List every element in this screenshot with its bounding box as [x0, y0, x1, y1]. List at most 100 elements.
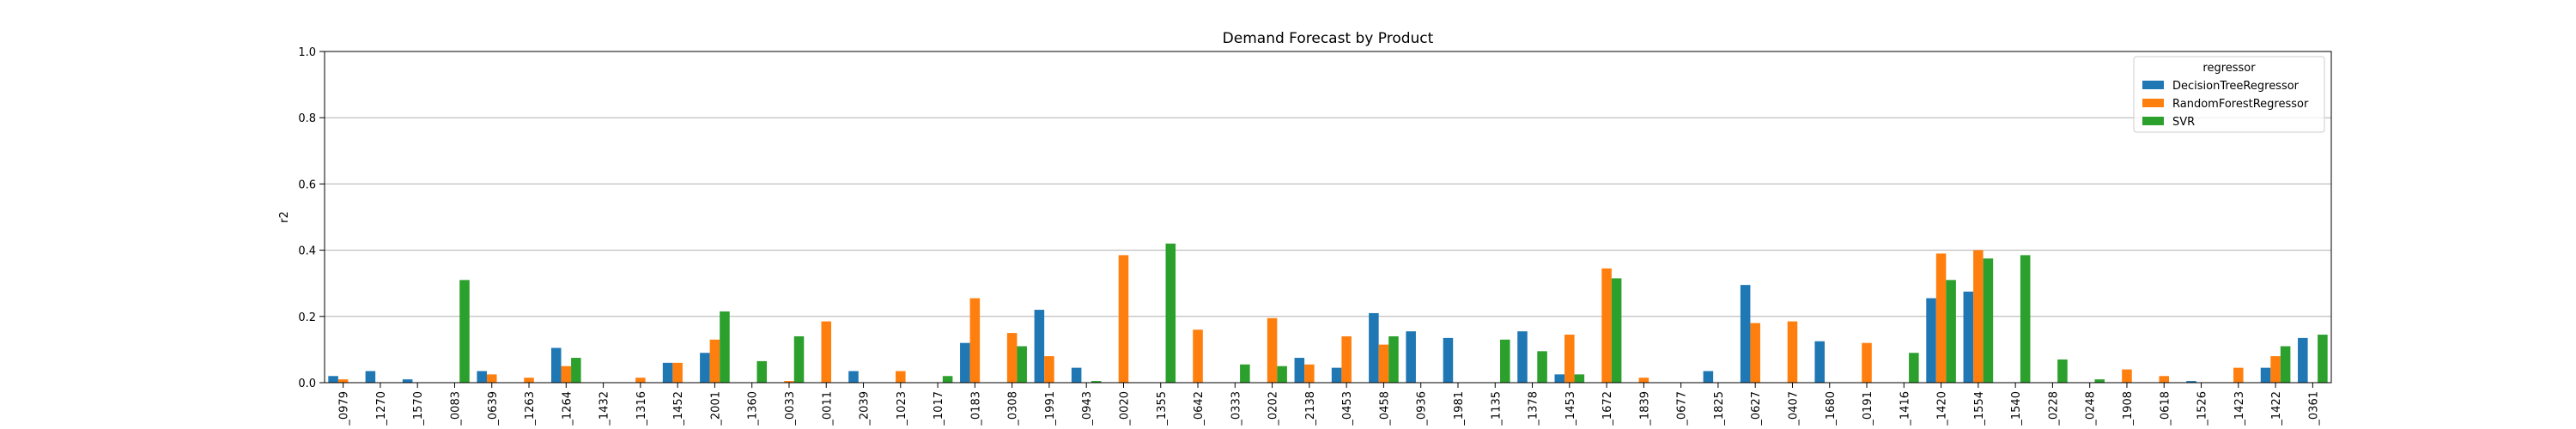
- plot-frame: [324, 51, 2332, 384]
- x-tick-label: _0936: [1416, 391, 1429, 426]
- x-tick-label: _0458: [1378, 391, 1391, 426]
- y-tick-label: 0.2: [298, 311, 316, 324]
- bar-RandomForestRegressor-_1422: [2270, 356, 2281, 383]
- bar-DecisionTreeRegressor-_1991: [1034, 310, 1045, 383]
- bar-DecisionTreeRegressor-_0936: [1406, 331, 1416, 383]
- bar-SVR-_0228: [2057, 359, 2068, 383]
- x-tick-label: _0627: [1750, 391, 1763, 426]
- x-tick-label: _1023: [896, 391, 908, 426]
- bar-SVR-_1264: [571, 358, 581, 383]
- bar-SVR-_0202: [1277, 366, 1287, 383]
- bar-DecisionTreeRegressor-_0639: [477, 371, 487, 383]
- bars: [328, 243, 2328, 383]
- bar-SVR-_0943: [1091, 381, 1102, 383]
- bar-RandomForestRegressor-_1453: [1564, 335, 1575, 383]
- y-ticks: 0.0 0.2 0.4 0.6 0.8 1.0: [298, 46, 325, 390]
- x-tick-label: _1526: [2196, 391, 2209, 426]
- bar-DecisionTreeRegressor-_0979: [328, 376, 338, 383]
- bar-RandomForestRegressor-_0639: [486, 374, 497, 383]
- x-tick-label: _0333: [1230, 391, 1242, 426]
- bar-RandomForestRegressor-_0979: [337, 379, 349, 383]
- x-tick-label: _1017: [933, 391, 945, 426]
- y-tick-label: 0.4: [298, 245, 316, 258]
- x-tick-label: _0979: [338, 391, 351, 426]
- legend: regressor DecisionTreeRegressor RandomFor…: [2133, 56, 2325, 133]
- legend-label: SVR: [2172, 116, 2195, 129]
- legend-swatch-DecisionTreeRegressor: [2142, 81, 2164, 89]
- bar-DecisionTreeRegressor-_1422: [2260, 367, 2271, 383]
- x-tick-label: _1453: [1564, 391, 1577, 426]
- x-tick-label: _0361: [2307, 391, 2320, 426]
- legend-label: RandomForestRegressor: [2172, 98, 2309, 111]
- bar-RandomForestRegressor-_0191: [1862, 342, 1872, 383]
- bar-SVR-_0308: [1017, 346, 1027, 383]
- bar-SVR-_1453: [1574, 374, 1585, 383]
- bar-DecisionTreeRegressor-_0361: [2298, 337, 2308, 383]
- bar-RandomForestRegressor-_2138: [1304, 364, 1315, 383]
- bar-RandomForestRegressor-_1554: [1973, 250, 1984, 383]
- x-tick-label: _1680: [1825, 391, 1838, 426]
- bar-DecisionTreeRegressor-_2138: [1294, 358, 1305, 383]
- bar-RandomForestRegressor-_0202: [1267, 317, 1278, 383]
- x-tick-label: _0639: [487, 391, 500, 426]
- x-tick-label: _1263: [524, 391, 537, 426]
- bar-SVR-_0458: [1388, 335, 1399, 383]
- bar-SVR-_0248: [2094, 379, 2105, 383]
- bar-DecisionTreeRegressor-_0453: [1331, 367, 1342, 383]
- bar-DecisionTreeRegressor-_2039: [848, 371, 859, 383]
- bar-RandomForestRegressor-_0618: [2159, 376, 2170, 383]
- bar-RandomForestRegressor-_1908: [2122, 369, 2132, 383]
- x-tick-label: _1981: [1453, 391, 1466, 426]
- bar-DecisionTreeRegressor-_0627: [1740, 285, 1751, 383]
- x-tick-label: _0011: [821, 391, 834, 426]
- legend-swatch-SVR: [2142, 117, 2164, 125]
- x-tick-label: _0308: [1007, 391, 1020, 426]
- x-tick-label: _1270: [375, 391, 388, 426]
- bar-DecisionTreeRegressor-_2001: [700, 353, 710, 383]
- bar-RandomForestRegressor-_1672: [1601, 268, 1612, 383]
- bar-SVR-_1360: [756, 360, 768, 383]
- bar-RandomForestRegressor-_1316: [635, 378, 646, 383]
- x-tick-label: _0618: [2159, 391, 2172, 426]
- bar-DecisionTreeRegressor-_1270: [365, 371, 376, 383]
- bar-DecisionTreeRegressor-_1570: [402, 379, 413, 383]
- bar-RandomForestRegressor-_0407: [1787, 321, 1798, 383]
- x-tick-label: _0020: [1118, 391, 1131, 426]
- x-tick-label: _2039: [859, 391, 872, 426]
- x-ticks: _0979 _1270 _1570 _0083 _0639 _1263 _1264 _1432…: [338, 383, 2320, 426]
- bar-SVR-_1672: [1611, 278, 1622, 383]
- x-tick-label: _1825: [1713, 391, 1726, 426]
- bar-SVR-_1540: [2020, 255, 2031, 383]
- x-tick-label: _2001: [709, 391, 722, 426]
- bar-SVR-_0033: [793, 335, 805, 383]
- x-tick-label: _0407: [1787, 391, 1800, 426]
- bar-RandomForestRegressor-_0033: [784, 381, 794, 383]
- legend-label: DecisionTreeRegressor: [2172, 80, 2300, 93]
- x-tick-label: _1355: [1156, 391, 1169, 426]
- y-tick-label: 0.0: [298, 378, 316, 390]
- x-tick-label: _1264: [561, 391, 574, 426]
- bar-SVR-_0083: [459, 280, 470, 383]
- bar-RandomForestRegressor-_0642: [1193, 329, 1203, 383]
- bar-RandomForestRegressor-_1991: [1044, 356, 1054, 383]
- legend-title: regressor: [2202, 62, 2256, 75]
- bar-SVR-_2001: [720, 311, 730, 383]
- bar-DecisionTreeRegressor-_1378: [1517, 331, 1528, 383]
- bar-RandomForestRegressor-_0627: [1750, 323, 1760, 383]
- x-tick-label: _1316: [635, 391, 648, 426]
- x-tick-label: _1452: [672, 391, 685, 426]
- bar-SVR-_1416: [1909, 353, 1919, 383]
- bar-DecisionTreeRegressor-_0458: [1369, 312, 1379, 383]
- bar-DecisionTreeRegressor-_1825: [1703, 371, 1714, 383]
- bar-SVR-_1135: [1500, 339, 1510, 383]
- x-tick-label: _1908: [2122, 391, 2135, 426]
- chart-title: Demand Forecast by Product: [1223, 30, 1434, 47]
- x-tick-label: _0228: [2047, 391, 2060, 426]
- bar-RandomForestRegressor-_1423: [2233, 367, 2244, 383]
- bar-SVR-_0361: [2318, 335, 2328, 383]
- bar-RandomForestRegressor-_1264: [561, 366, 572, 383]
- bar-DecisionTreeRegressor-_1452: [662, 362, 673, 383]
- x-tick-label: _1432: [598, 391, 611, 426]
- x-tick-label: _1416: [1899, 391, 1911, 426]
- x-tick-label: _1135: [1490, 391, 1503, 426]
